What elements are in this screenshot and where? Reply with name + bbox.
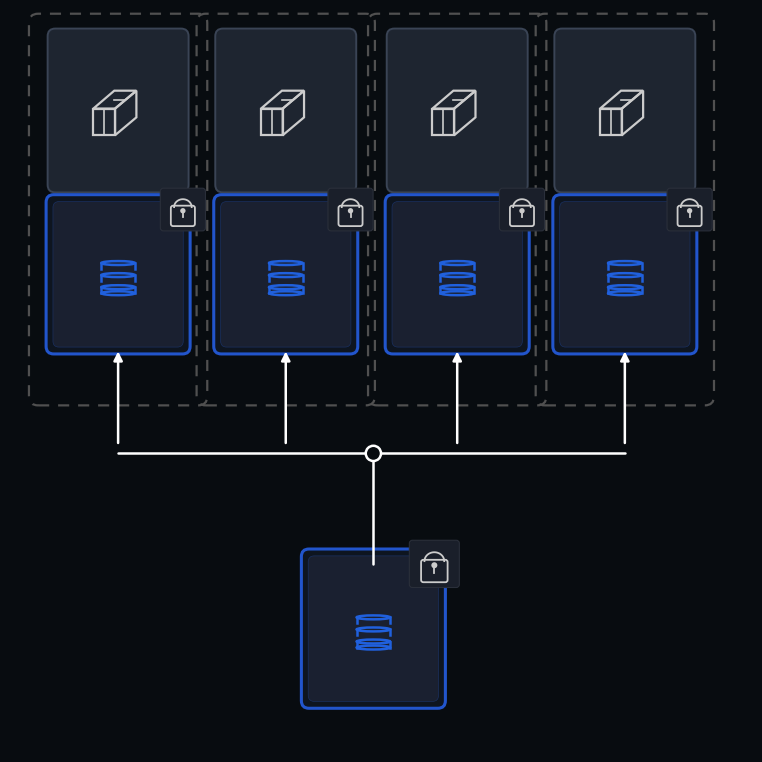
FancyBboxPatch shape bbox=[385, 195, 529, 354]
FancyBboxPatch shape bbox=[160, 188, 206, 231]
FancyBboxPatch shape bbox=[392, 202, 523, 347]
Circle shape bbox=[431, 562, 437, 568]
FancyBboxPatch shape bbox=[386, 29, 527, 193]
FancyBboxPatch shape bbox=[559, 202, 690, 347]
Circle shape bbox=[519, 208, 525, 213]
FancyBboxPatch shape bbox=[308, 556, 438, 701]
FancyBboxPatch shape bbox=[215, 29, 356, 193]
FancyBboxPatch shape bbox=[221, 202, 351, 347]
Circle shape bbox=[347, 208, 354, 213]
FancyBboxPatch shape bbox=[213, 195, 357, 354]
FancyBboxPatch shape bbox=[328, 188, 373, 231]
FancyBboxPatch shape bbox=[667, 188, 712, 231]
FancyBboxPatch shape bbox=[499, 188, 545, 231]
Circle shape bbox=[687, 208, 693, 213]
FancyBboxPatch shape bbox=[47, 29, 189, 193]
Circle shape bbox=[366, 446, 381, 461]
FancyBboxPatch shape bbox=[46, 195, 190, 354]
FancyBboxPatch shape bbox=[554, 29, 695, 193]
FancyBboxPatch shape bbox=[409, 540, 459, 588]
FancyBboxPatch shape bbox=[301, 549, 445, 709]
Circle shape bbox=[180, 208, 186, 213]
FancyBboxPatch shape bbox=[53, 202, 183, 347]
FancyBboxPatch shape bbox=[552, 195, 696, 354]
